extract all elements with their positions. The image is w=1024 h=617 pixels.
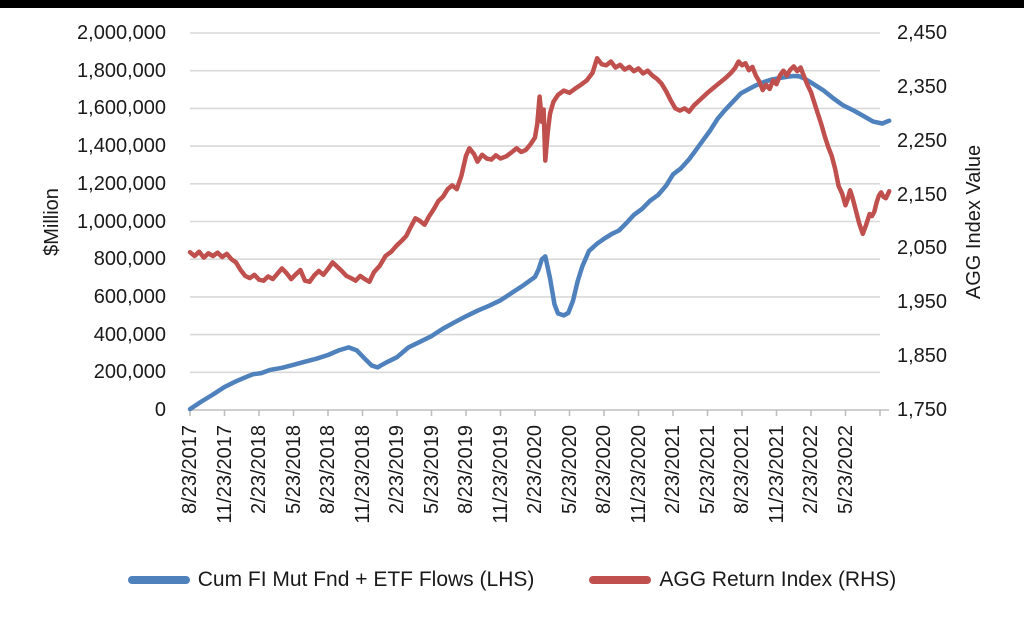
x-axis-tick-label: 8/23/2019 (455, 425, 477, 514)
x-axis-tick-label: 2/23/2021 (662, 425, 684, 514)
right-axis-tick-label: 2,450 (897, 22, 948, 44)
left-axis-tick-label: 2,000,000 (77, 22, 166, 44)
x-axis-tick-label: 5/23/2018 (282, 425, 305, 514)
x-axis-tick-label: 11/23/2020 (627, 425, 650, 524)
right-axis-tick-label: 1,950 (897, 291, 948, 314)
left-axis-tick-label: 1,800,000 (77, 59, 166, 82)
right-axis-tick-label: 2,350 (897, 75, 948, 98)
window-top-border (0, 0, 1024, 8)
data-series-lines (187, 56, 892, 412)
left-axis-tick-label: 1,200,000 (77, 172, 166, 195)
x-axis-tick-label: 5/23/2021 (696, 425, 719, 514)
left-axis-tick-label: 400,000 (93, 323, 166, 346)
x-axis-tick-label: 5/23/2020 (558, 425, 581, 514)
x-axis-tick-label: 8/23/2020 (593, 425, 615, 514)
chart-legend: Cum FI Mut Fnd + ETF Flows (LHS) AGG Ret… (0, 566, 1024, 594)
x-axis-tick-label: 8/23/2021 (731, 425, 753, 514)
right-axis-tick-label: 1,850 (897, 345, 948, 368)
right-axis-title: AGG Index Value (963, 144, 985, 299)
left-axis-title: $Million (41, 187, 63, 256)
legend-swatch-flows-line (127, 576, 190, 584)
right-axis-tick-label: 2,050 (897, 237, 948, 260)
left-axis-tick-label: 200,000 (93, 361, 166, 384)
x-axis-tick-label: 11/23/2021 (765, 425, 788, 524)
legend-entry-agg: AGG Return Index (RHS) (589, 568, 896, 592)
left-axis-tick-label: 1,000,000 (77, 210, 166, 233)
right-axis-tick-label: 2,150 (897, 183, 948, 206)
legend-label-flows: Cum FI Mut Fnd + ETF Flows (LHS) (197, 568, 535, 591)
legend-entry-flows: Cum FI Mut Fnd + ETF Flows (LHS) (127, 568, 535, 592)
x-axis-tick-label: 11/23/2018 (351, 425, 374, 524)
left-axis-tick-label: 800,000 (93, 248, 166, 271)
x-axis-tick-label: 11/23/2019 (489, 425, 512, 524)
legend-label-agg: AGG Return Index (RHS) (659, 568, 897, 591)
left-axis-tick-label: 1,600,000 (77, 97, 166, 120)
right-axis-tick-label: 2,250 (897, 129, 948, 152)
right-axis-tick-label: 1,750 (897, 399, 948, 421)
left-axis-tick-label: 0 (154, 399, 166, 421)
x-axis-tick-marks (189, 410, 881, 416)
x-axis-tick-label: 5/23/2019 (420, 425, 443, 514)
x-axis-tick-label: 2/23/2022 (800, 425, 822, 514)
x-axis-tick-label: 11/23/2017 (213, 425, 236, 524)
x-axis-tick-label: 5/23/2022 (834, 425, 857, 514)
gridlines (190, 32, 880, 374)
x-axis-tick-label: 8/23/2018 (317, 425, 339, 514)
x-axis-tick-label: 2/23/2018 (248, 425, 270, 514)
x-axis-tick-label: 2/23/2020 (524, 425, 546, 514)
left-axis-tick-label: 1,400,000 (77, 135, 166, 158)
x-axis-tick-label: 8/23/2017 (179, 425, 201, 514)
legend-swatch-agg-line (589, 576, 652, 584)
x-axis-tick-label: 2/23/2019 (386, 425, 408, 514)
left-axis-tick-label: 600,000 (93, 285, 166, 308)
